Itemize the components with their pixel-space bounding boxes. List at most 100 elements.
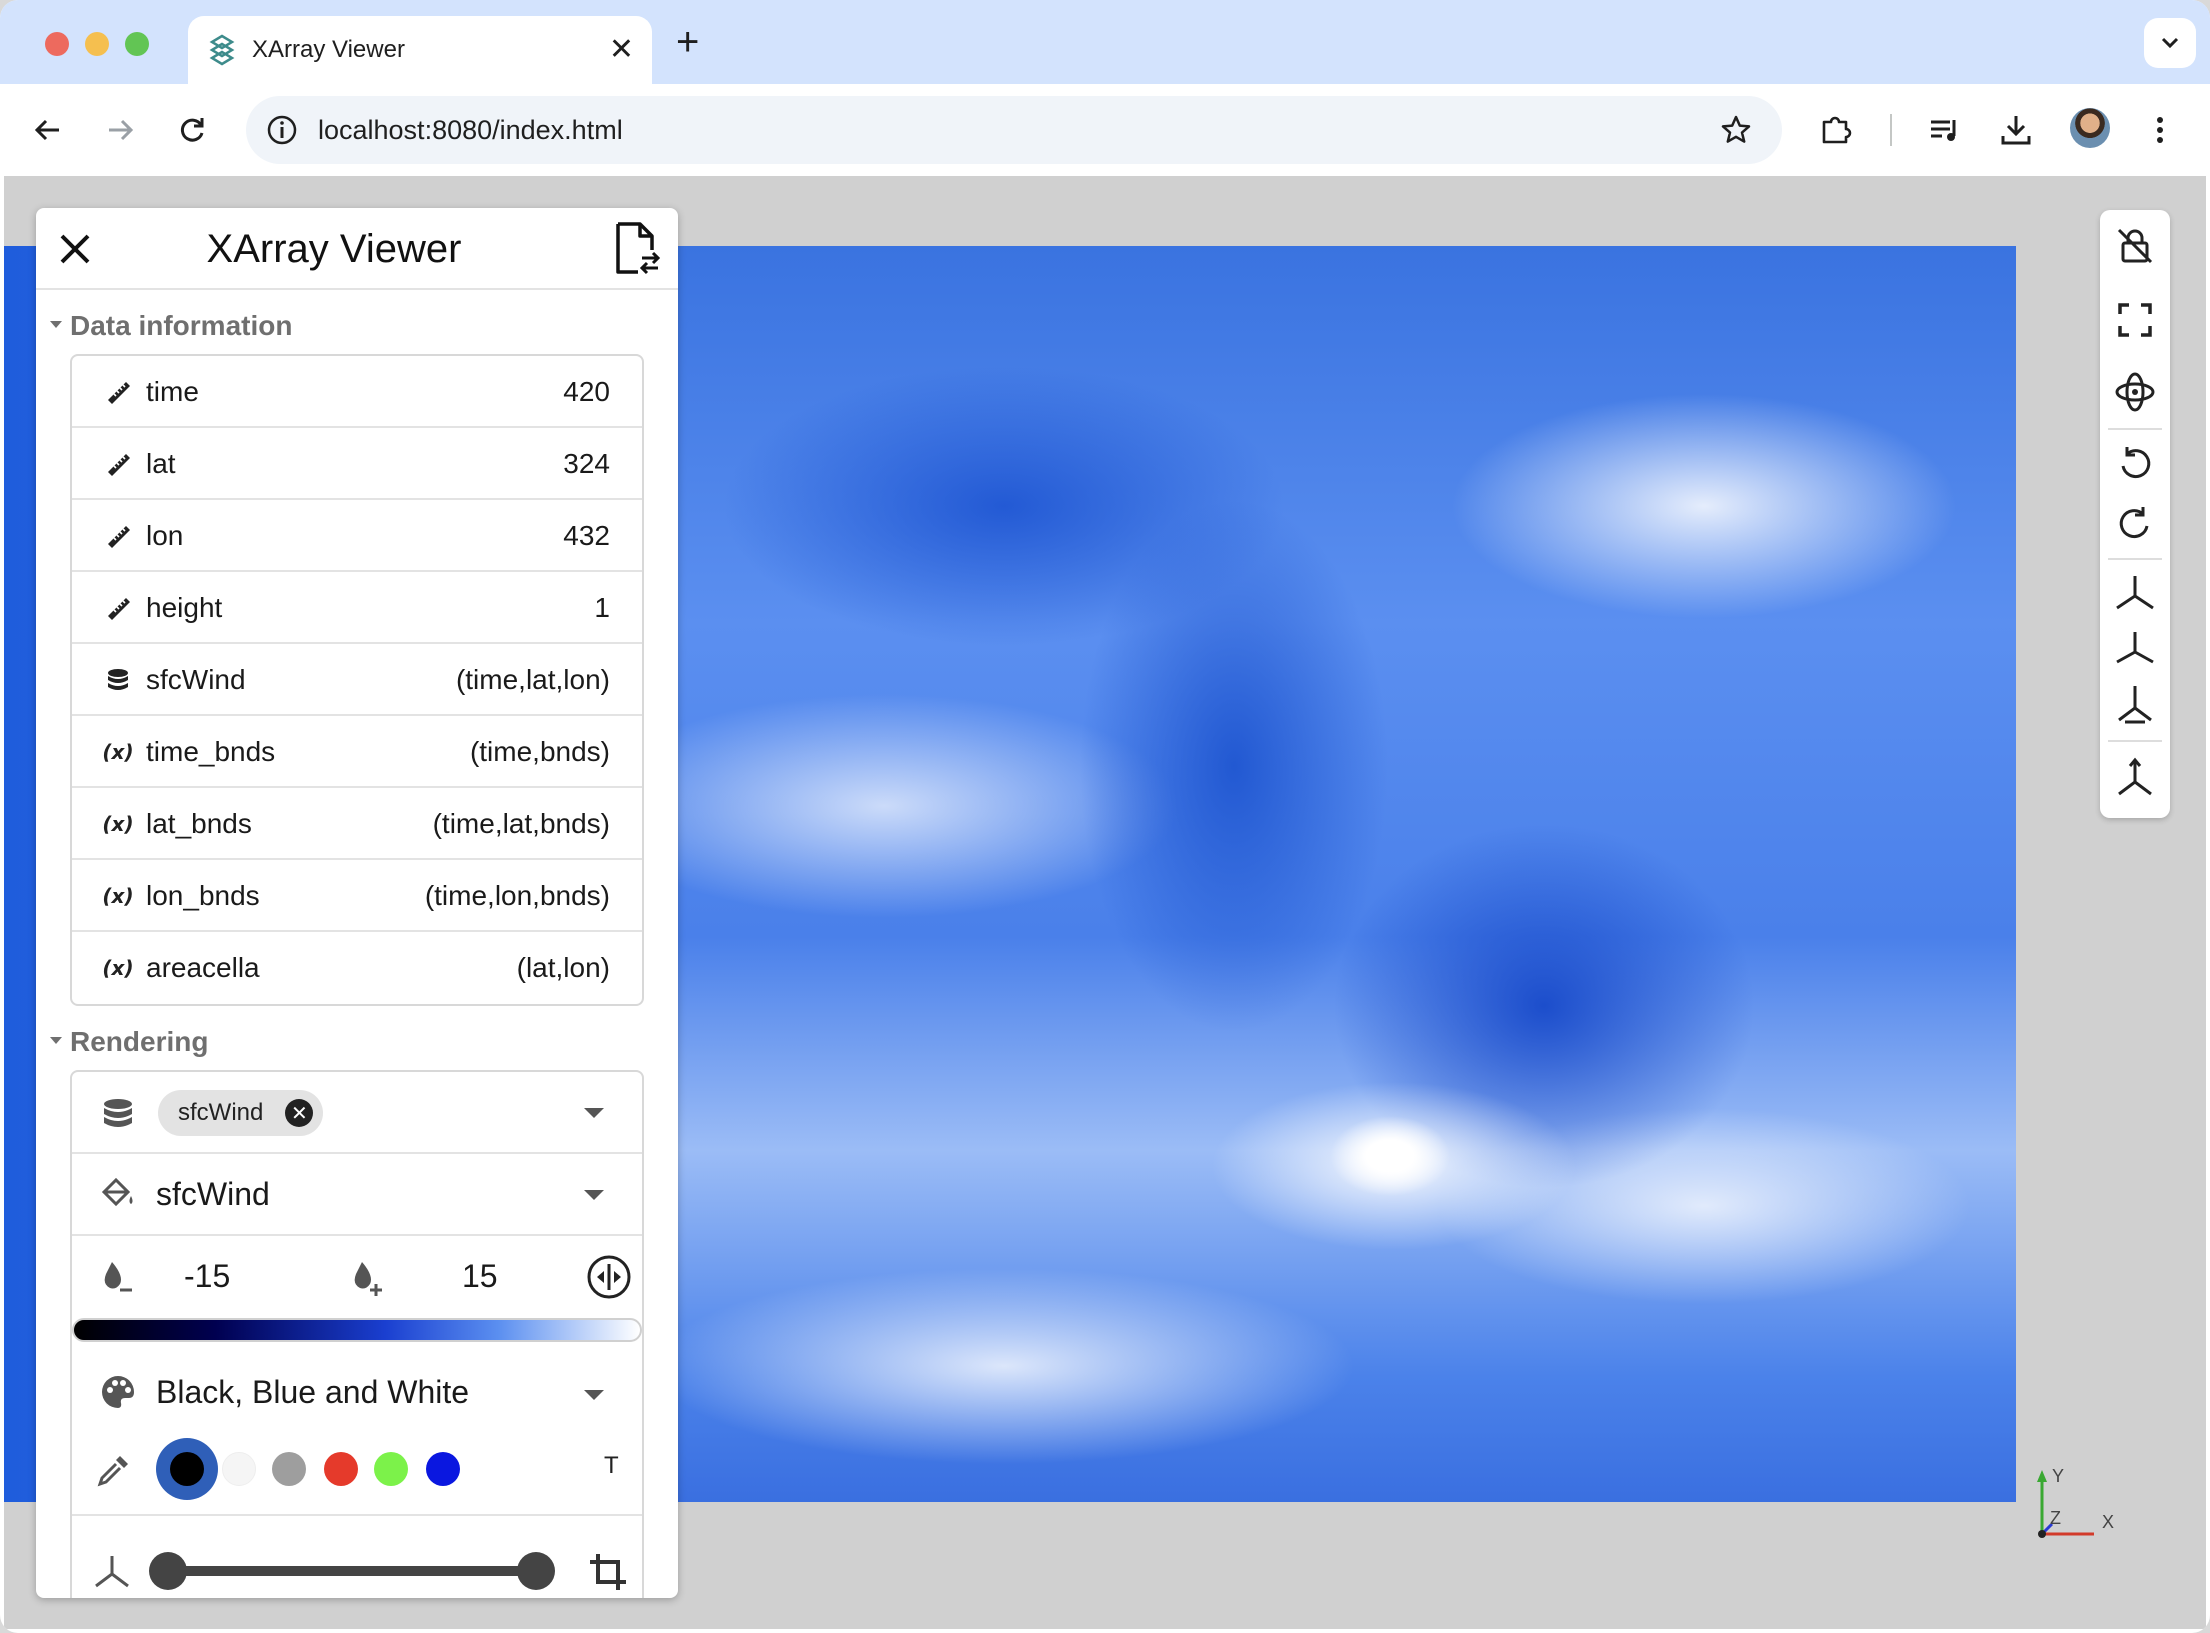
rotate-right-button[interactable] <box>2113 502 2157 546</box>
xarray-viewer-panel: XArray Viewer Data information time 420 la… <box>36 208 678 1598</box>
color-swatch[interactable] <box>324 1452 358 1486</box>
rotate-left-button[interactable] <box>2113 442 2157 486</box>
slice-slider-max-handle[interactable] <box>517 1552 555 1590</box>
drop-minus-icon <box>104 1262 132 1292</box>
data-row-lat-bnds[interactable]: (x) lat_bnds (time,lat,bnds) <box>72 788 642 860</box>
crop-icon[interactable] <box>586 1550 630 1594</box>
view-x-button[interactable] <box>2113 572 2157 616</box>
data-row-value: (time,lon,bnds) <box>424 880 610 911</box>
variable-icon: (x) <box>102 740 134 764</box>
lock-rotation-button[interactable] <box>2113 224 2157 268</box>
data-row-time-bnds[interactable]: (x) time_bnds (time,bnds) <box>72 716 642 788</box>
view-z-button[interactable] <box>2113 682 2157 726</box>
data-row-lon[interactable]: lon 432 <box>72 500 642 572</box>
close-icon[interactable] <box>52 226 98 272</box>
slice-slider-track[interactable] <box>168 1566 536 1576</box>
color-swatch[interactable] <box>426 1452 460 1486</box>
star-icon[interactable] <box>1718 112 1754 148</box>
new-tab-button[interactable]: + <box>676 20 700 64</box>
colormap-select[interactable]: Black, Blue and White <box>72 1356 642 1432</box>
data-row-value: (lat,lon) <box>516 952 610 983</box>
data-row-value: 324 <box>563 448 610 479</box>
reload-button[interactable] <box>168 106 216 154</box>
more-vertical-icon <box>2157 117 2163 143</box>
profile-avatar[interactable] <box>2070 108 2110 148</box>
range-max-value[interactable]: 15 <box>462 1258 498 1294</box>
rendering-controls: sfcWind ✕ sfcWind <box>70 1070 644 1598</box>
array-select[interactable]: sfcWind ✕ <box>72 1072 642 1154</box>
tab-search-button[interactable] <box>2144 18 2196 68</box>
info-icon[interactable] <box>264 112 300 148</box>
extensions-button[interactable] <box>1812 106 1860 154</box>
downloads-button[interactable] <box>1992 106 2040 154</box>
color-range-row: -15 15 <box>72 1236 642 1316</box>
data-information-header[interactable]: Data information <box>50 310 292 342</box>
orbit-icon <box>2115 372 2155 412</box>
browser-tab[interactable]: XArray Viewer ✕ <box>188 16 652 84</box>
arrow-right-icon <box>109 119 134 141</box>
forward-button[interactable] <box>96 106 144 154</box>
database-icon <box>104 1099 132 1127</box>
reset-range-icon[interactable] <box>586 1254 632 1300</box>
dropdown-arrow-icon[interactable] <box>584 1108 604 1118</box>
data-row-name: lat_bnds <box>146 808 252 839</box>
ruler-icon <box>104 378 132 406</box>
view-y-button[interactable] <box>2113 628 2157 672</box>
color-swatch[interactable] <box>170 1452 204 1486</box>
address-bar[interactable]: localhost:8080/index.html <box>246 96 1782 164</box>
caret-down-icon <box>50 321 62 329</box>
fullscreen-icon <box>2118 303 2152 337</box>
tab-strip: XArray Viewer ✕ + <box>0 0 2210 84</box>
paint-bucket-icon <box>101 1177 133 1207</box>
color-swatch[interactable] <box>272 1452 306 1486</box>
range-min-value[interactable]: -15 <box>184 1258 231 1294</box>
orbit-button[interactable] <box>2113 370 2157 414</box>
data-row-value: 1 <box>594 592 610 623</box>
minimize-window-button[interactable] <box>85 32 109 56</box>
reset-camera-icon <box>2118 757 2152 796</box>
data-row-lon-bnds[interactable]: (x) lon_bnds (time,lon,bnds) <box>72 860 642 932</box>
data-row-time[interactable]: time 420 <box>72 356 642 428</box>
swatch-divider <box>72 1514 642 1516</box>
data-row-name: lat <box>146 448 176 479</box>
xarray-logo-icon <box>209 34 235 66</box>
back-button[interactable] <box>24 106 72 154</box>
fullscreen-button[interactable] <box>2113 298 2157 342</box>
file-swap-icon[interactable] <box>612 220 662 276</box>
page-content: XArray Viewer Data information time 420 la… <box>4 176 2206 1629</box>
color-swatch[interactable] <box>374 1452 408 1486</box>
browser-menu-button[interactable] <box>2136 106 2184 154</box>
slice-slider-min-handle[interactable] <box>149 1552 187 1590</box>
browser-toolbar: localhost:8080/index.html <box>0 84 2210 176</box>
lock-off-icon <box>2117 228 2153 264</box>
data-row-value: 432 <box>563 520 610 551</box>
data-row-sfcwind[interactable]: sfcWind (time,lat,lon) <box>72 644 642 716</box>
array-chip[interactable]: sfcWind ✕ <box>158 1090 324 1136</box>
close-window-button[interactable] <box>45 32 69 56</box>
transparent-swatch[interactable]: T <box>604 1452 619 1479</box>
maximize-window-button[interactable] <box>125 32 149 56</box>
tab-close-icon[interactable]: ✕ <box>608 33 634 66</box>
colormap-preview <box>72 1318 642 1342</box>
media-button[interactable] <box>1920 106 1968 154</box>
data-row-lat[interactable]: lat 324 <box>72 428 642 500</box>
data-row-height[interactable]: height 1 <box>72 572 642 644</box>
eyedropper-icon[interactable] <box>94 1450 134 1490</box>
color-by-select[interactable]: sfcWind <box>72 1154 642 1236</box>
chip-remove-icon[interactable]: ✕ <box>285 1099 314 1127</box>
dropdown-arrow-icon[interactable] <box>584 1390 604 1400</box>
data-row-name: lon_bnds <box>146 880 260 911</box>
dropdown-arrow-icon[interactable] <box>584 1190 604 1200</box>
download-icon <box>2001 116 2031 145</box>
data-row-name: height <box>146 592 223 623</box>
toolbar-divider <box>2108 558 2162 560</box>
reset-camera-button[interactable] <box>2113 756 2157 800</box>
color-swatch[interactable] <box>222 1452 256 1486</box>
data-row-name: areacella <box>146 952 260 983</box>
data-row-areacella[interactable]: (x) areacella (lat,lon) <box>72 932 642 1004</box>
view-toolbar <box>2100 210 2170 818</box>
data-row-name: sfcWind <box>146 664 246 695</box>
color-by-label: sfcWind <box>156 1176 270 1212</box>
url-text[interactable]: localhost:8080/index.html <box>318 115 623 145</box>
rendering-header[interactable]: Rendering <box>50 1026 208 1058</box>
